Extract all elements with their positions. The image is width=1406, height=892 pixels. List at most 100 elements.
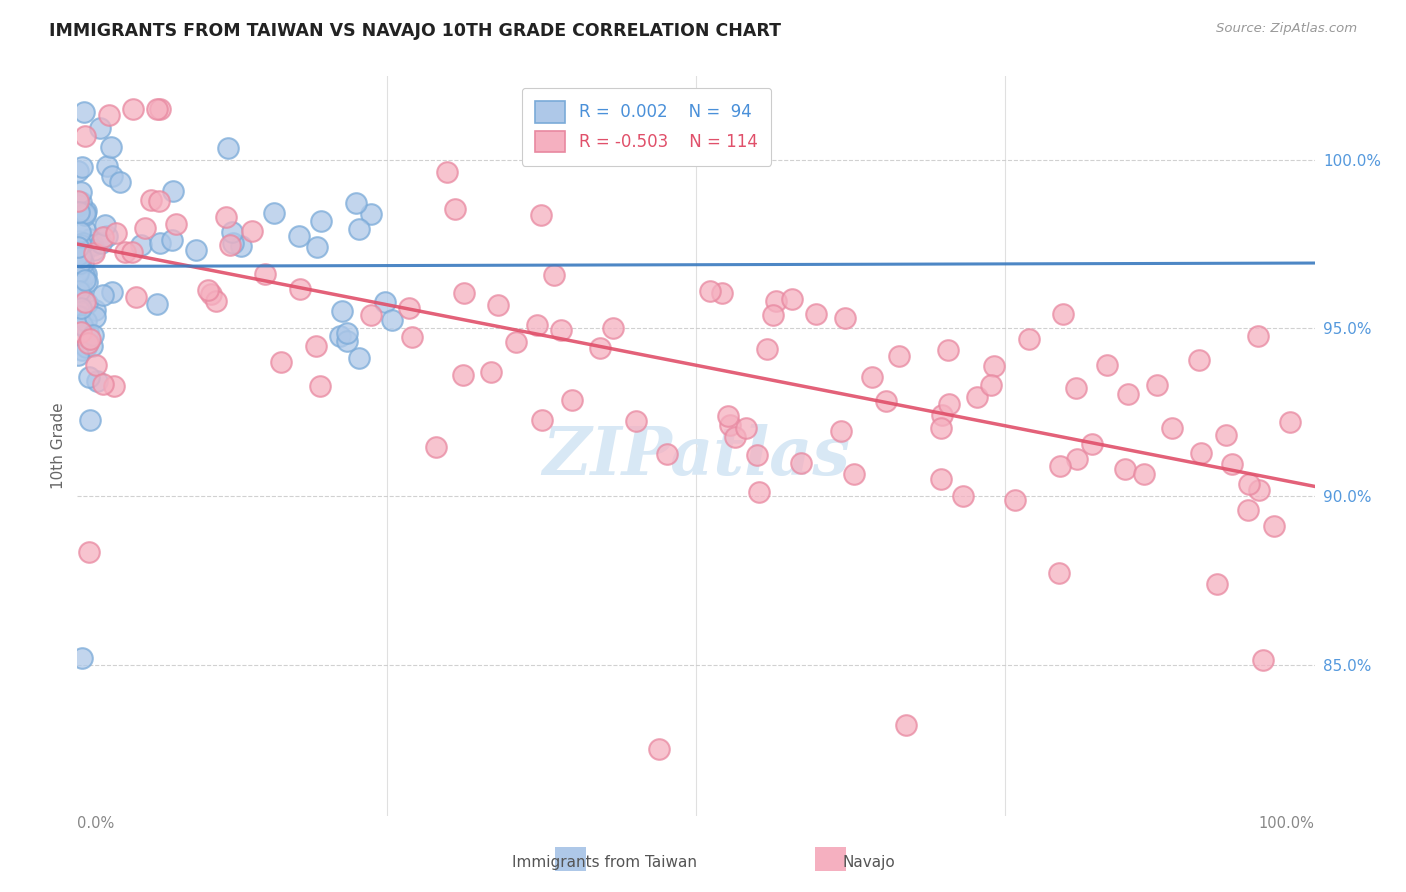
Text: Source: ZipAtlas.com: Source: ZipAtlas.com: [1216, 22, 1357, 36]
Point: [1215, 428, 1237, 442]
Point: [66, 348, 89, 362]
Point: [70, 238, 93, 252]
Text: Navajo: Navajo: [842, 855, 896, 870]
Point: [125, 290, 148, 304]
Point: [443, 202, 465, 216]
Point: [329, 329, 352, 343]
Point: [929, 471, 952, 485]
Point: [336, 334, 359, 348]
Text: IMMIGRANTS FROM TAIWAN VS NAVAJO 10TH GRADE CORRELATION CHART: IMMIGRANTS FROM TAIWAN VS NAVAJO 10TH GR…: [49, 22, 782, 40]
Point: [1097, 358, 1119, 372]
Point: [1279, 415, 1302, 429]
Point: [887, 349, 910, 363]
Point: [860, 369, 883, 384]
Point: [755, 342, 778, 356]
Point: [184, 243, 207, 257]
Point: [75, 314, 97, 328]
Point: [148, 194, 170, 208]
Point: [347, 351, 370, 366]
Point: [139, 193, 162, 207]
Point: [602, 321, 624, 335]
Point: [748, 485, 770, 500]
Point: [1064, 381, 1087, 395]
Point: [717, 409, 740, 423]
Point: [83, 246, 105, 260]
Point: [336, 326, 359, 340]
Point: [66, 266, 89, 280]
Point: [1004, 493, 1026, 508]
Y-axis label: 10th Grade: 10th Grade: [51, 402, 66, 490]
Point: [67, 248, 90, 262]
Point: [479, 365, 502, 379]
Point: [309, 214, 332, 228]
Point: [75, 340, 97, 354]
Point: [67, 259, 90, 273]
Point: [938, 397, 960, 411]
Point: [344, 195, 367, 210]
Point: [77, 370, 100, 384]
Point: [86, 374, 108, 388]
Point: [69, 285, 91, 299]
Point: [69, 277, 91, 292]
Point: [374, 295, 396, 310]
Point: [790, 456, 813, 470]
Point: [67, 240, 90, 254]
Point: [929, 421, 952, 435]
Point: [952, 489, 974, 503]
Point: [110, 175, 132, 189]
Point: [79, 232, 101, 246]
Point: [543, 268, 565, 282]
Point: [200, 287, 222, 301]
Point: [70, 160, 93, 174]
FancyBboxPatch shape: [547, 840, 595, 878]
Point: [83, 310, 105, 324]
Point: [1251, 653, 1274, 667]
Point: [100, 139, 122, 153]
Point: [90, 235, 112, 250]
Point: [70, 651, 93, 665]
Point: [561, 392, 583, 407]
Point: [73, 295, 96, 310]
Point: [875, 393, 897, 408]
Point: [550, 322, 572, 336]
Point: [360, 206, 382, 220]
Point: [96, 229, 118, 244]
Point: [162, 184, 184, 198]
Point: [1247, 329, 1270, 343]
Point: [401, 330, 423, 344]
Point: [734, 421, 756, 435]
Point: [149, 235, 172, 250]
Point: [197, 283, 219, 297]
Point: [1052, 307, 1074, 321]
Point: [505, 335, 527, 350]
Point: [648, 742, 671, 756]
Point: [221, 225, 243, 239]
Point: [745, 448, 768, 462]
Point: [91, 377, 114, 392]
Point: [305, 240, 328, 254]
Legend: R =  0.002    N =  94, R = -0.503    N = 114: R = 0.002 N = 94, R = -0.503 N = 114: [522, 87, 770, 166]
Point: [98, 107, 121, 121]
Point: [1220, 457, 1243, 471]
Point: [1080, 437, 1102, 451]
Point: [114, 245, 136, 260]
Point: [806, 307, 828, 321]
Point: [1236, 502, 1258, 516]
Point: [67, 194, 90, 208]
Point: [67, 198, 90, 212]
Point: [96, 159, 118, 173]
Point: [936, 343, 959, 358]
Point: [72, 248, 94, 262]
Point: [165, 218, 187, 232]
Point: [73, 268, 96, 282]
Point: [931, 409, 953, 423]
Point: [79, 332, 101, 346]
Point: [270, 355, 292, 369]
Point: [76, 296, 98, 310]
Text: 100.0%: 100.0%: [1258, 816, 1315, 831]
Point: [1188, 353, 1211, 368]
Point: [67, 234, 90, 248]
Text: 0.0%: 0.0%: [77, 816, 114, 831]
Point: [76, 335, 98, 350]
Point: [699, 285, 721, 299]
